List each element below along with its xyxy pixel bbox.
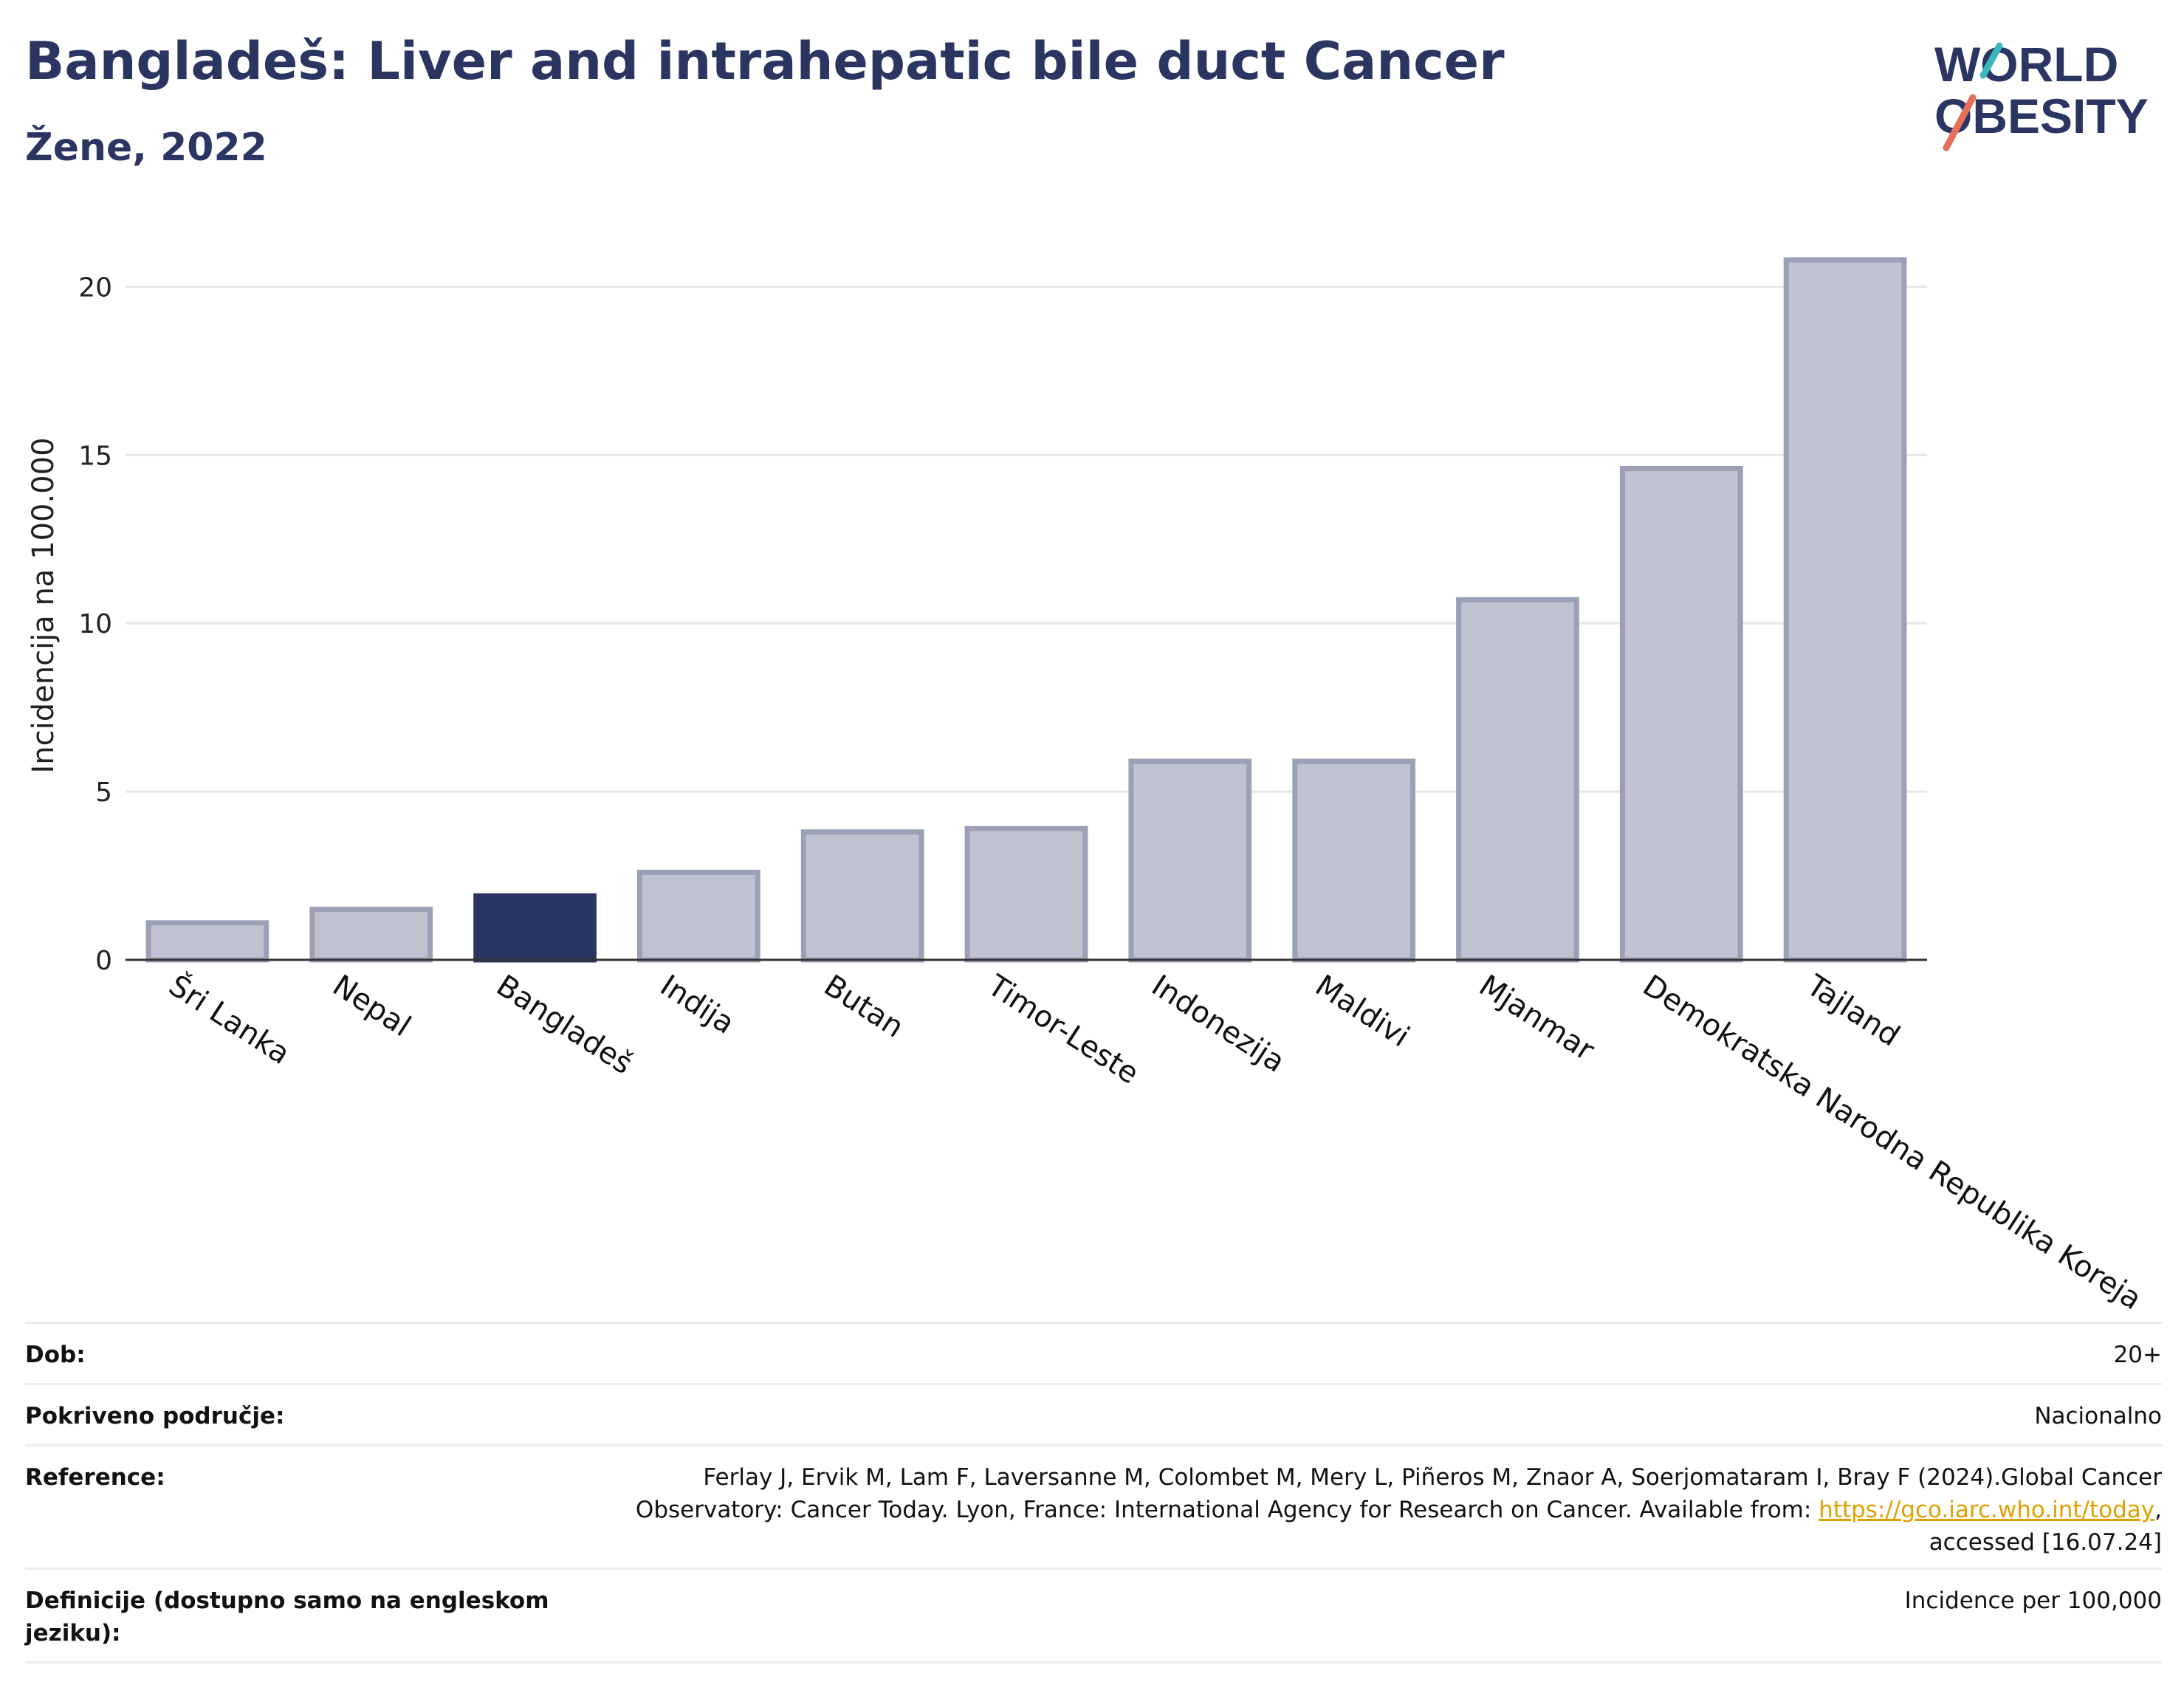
info-row-area: Pokriveno područje: Nacionalno xyxy=(25,1383,2162,1444)
y-tick-label: 10 xyxy=(78,609,112,639)
info-value: 20+ xyxy=(2113,1342,2162,1368)
x-tick-label: Mjanmar xyxy=(1473,969,1601,1068)
bar xyxy=(1619,466,1743,963)
reference-link[interactable]: https://gco.iarc.who.int/today xyxy=(1819,1497,2155,1523)
info-table: Dob: 20+ Pokriveno područje: Nacionalno … xyxy=(25,1322,2162,1664)
y-axis-label: Incidencija na 100.000 xyxy=(27,437,61,773)
y-tick-label: 15 xyxy=(78,441,112,471)
bar xyxy=(964,825,1088,963)
page-subtitle: Žene, 2022 xyxy=(25,126,267,170)
bar xyxy=(1292,758,1415,963)
bar xyxy=(1128,758,1252,963)
x-tick-label: Indonezija xyxy=(1145,969,1291,1079)
x-tick-label: Bangladeš xyxy=(490,969,638,1082)
bar xyxy=(309,907,433,963)
reference-text: Ferlay J, Ervik M, Lam F, Laversanne M, … xyxy=(635,1464,2162,1523)
reference-accessed: , accessed [16.07.24] xyxy=(1929,1497,2162,1556)
info-value: Incidence per 100,000 xyxy=(1904,1587,2162,1614)
x-tick-label: Nepal xyxy=(326,969,416,1044)
info-key: Pokriveno područje: xyxy=(25,1403,285,1429)
page-title: Bangladeš: Liver and intrahepatic bile d… xyxy=(25,31,1505,92)
y-tick-label: 0 xyxy=(95,946,112,976)
bar xyxy=(637,869,760,963)
bar xyxy=(145,920,269,963)
info-key: Definicije (dostupno samo na engleskom j… xyxy=(25,1587,549,1647)
info-row-definitions: Definicije (dostupno samo na engleskom j… xyxy=(25,1568,2162,1664)
y-tick-label: 5 xyxy=(95,777,112,808)
bar xyxy=(1456,597,1579,963)
bar xyxy=(473,893,597,963)
x-tick-label: Maldivi xyxy=(1309,969,1415,1054)
y-tick-label: 20 xyxy=(78,272,112,303)
info-value: Nacionalno xyxy=(2034,1403,2162,1429)
x-tick-label: Timor-Leste xyxy=(981,968,1145,1091)
world-obesity-logo: WORLD OBESITY xyxy=(1934,37,2149,151)
info-row-age: Dob: 20+ xyxy=(25,1322,2162,1383)
x-tick-label: Šri Lanka xyxy=(162,967,296,1071)
info-key: Dob: xyxy=(25,1342,86,1368)
info-value: Ferlay J, Ervik M, Lam F, Laversanne M, … xyxy=(611,1461,2162,1559)
bar xyxy=(1783,257,1907,963)
info-key: Reference: xyxy=(25,1464,165,1491)
logo-word-1: WORLD xyxy=(1934,37,2118,92)
info-row-reference: Reference: Ferlay J, Ervik M, Lam F, Lav… xyxy=(25,1444,2162,1568)
x-tick-label: Butan xyxy=(818,969,910,1045)
bar-chart: 0 5 10 15 20 Incidencija na 100.000 Šri Lanka N… xyxy=(27,257,2147,1314)
x-tick-label: Tajland xyxy=(1800,968,1906,1053)
x-tick-label: Indija xyxy=(654,969,741,1041)
bar xyxy=(800,829,924,963)
